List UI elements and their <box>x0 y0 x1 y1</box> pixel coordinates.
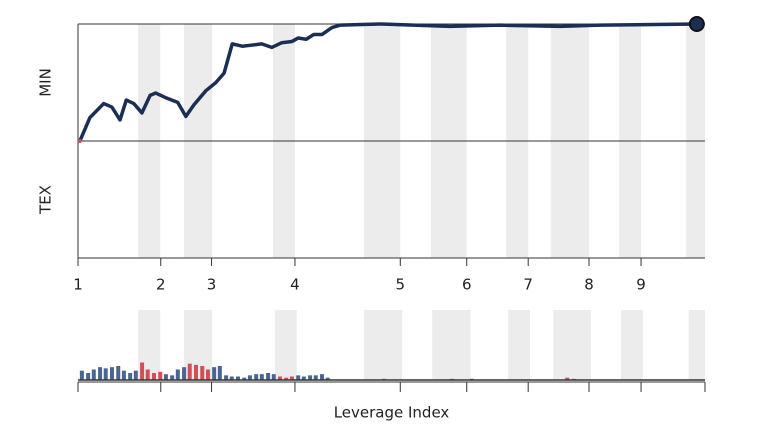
bar <box>313 375 318 380</box>
bar <box>121 370 126 380</box>
bar <box>109 367 114 380</box>
bar <box>182 367 187 380</box>
x-tick-label: 1 <box>73 276 83 294</box>
row-label: MIN <box>37 68 55 97</box>
x-tick-label: 8 <box>584 276 594 294</box>
bar <box>565 377 570 380</box>
bar <box>224 375 229 380</box>
bar <box>217 366 222 380</box>
bar <box>187 363 192 380</box>
bar <box>103 368 108 380</box>
band <box>620 310 643 380</box>
bar <box>325 377 330 380</box>
bar <box>320 374 325 380</box>
bar <box>175 369 180 380</box>
start-point <box>77 139 82 143</box>
bar <box>259 374 264 380</box>
bar <box>212 367 217 380</box>
x-tick-label: 7 <box>523 276 533 294</box>
bar <box>163 374 168 380</box>
x-tick-label: 9 <box>636 276 646 294</box>
bar <box>266 373 271 380</box>
bar <box>116 366 121 380</box>
x-tick-label: 2 <box>156 276 166 294</box>
band <box>508 310 531 380</box>
bar <box>151 373 156 380</box>
bar <box>79 370 84 380</box>
bar <box>193 364 198 380</box>
bar <box>140 362 145 380</box>
bar <box>301 376 306 380</box>
bar <box>170 375 175 380</box>
bar <box>133 370 138 380</box>
main-panel: MIN TEX 1 2 3 4 5 6 7 8 9 <box>37 16 705 294</box>
bar <box>200 366 205 380</box>
row-label: TEX <box>37 185 55 215</box>
bar <box>247 375 252 380</box>
bar <box>296 375 301 380</box>
overview-panel: Leverage Index <box>77 310 706 422</box>
band <box>553 310 591 380</box>
bar <box>242 377 247 380</box>
bar <box>289 376 294 380</box>
bar <box>254 374 259 380</box>
bar <box>308 375 313 380</box>
bar <box>236 376 241 380</box>
bar <box>91 369 96 380</box>
band <box>432 310 471 380</box>
band <box>363 310 403 380</box>
bar <box>229 376 234 380</box>
x-tick-label: 3 <box>207 276 217 294</box>
bar <box>205 369 210 380</box>
bar <box>158 371 163 380</box>
bar <box>278 376 283 380</box>
line <box>78 22 697 142</box>
bar <box>98 367 103 380</box>
bar <box>145 369 150 380</box>
bar <box>128 373 133 380</box>
bar <box>271 374 276 380</box>
bar <box>86 373 91 380</box>
x-tick-label: 5 <box>396 276 406 294</box>
band <box>274 310 297 380</box>
x-tick-label: 6 <box>462 276 472 294</box>
band <box>688 310 705 380</box>
x-axis-label: Leverage Index <box>334 404 450 422</box>
bar <box>284 377 289 380</box>
x-tick-label: 4 <box>290 276 300 294</box>
end-point <box>688 16 705 32</box>
